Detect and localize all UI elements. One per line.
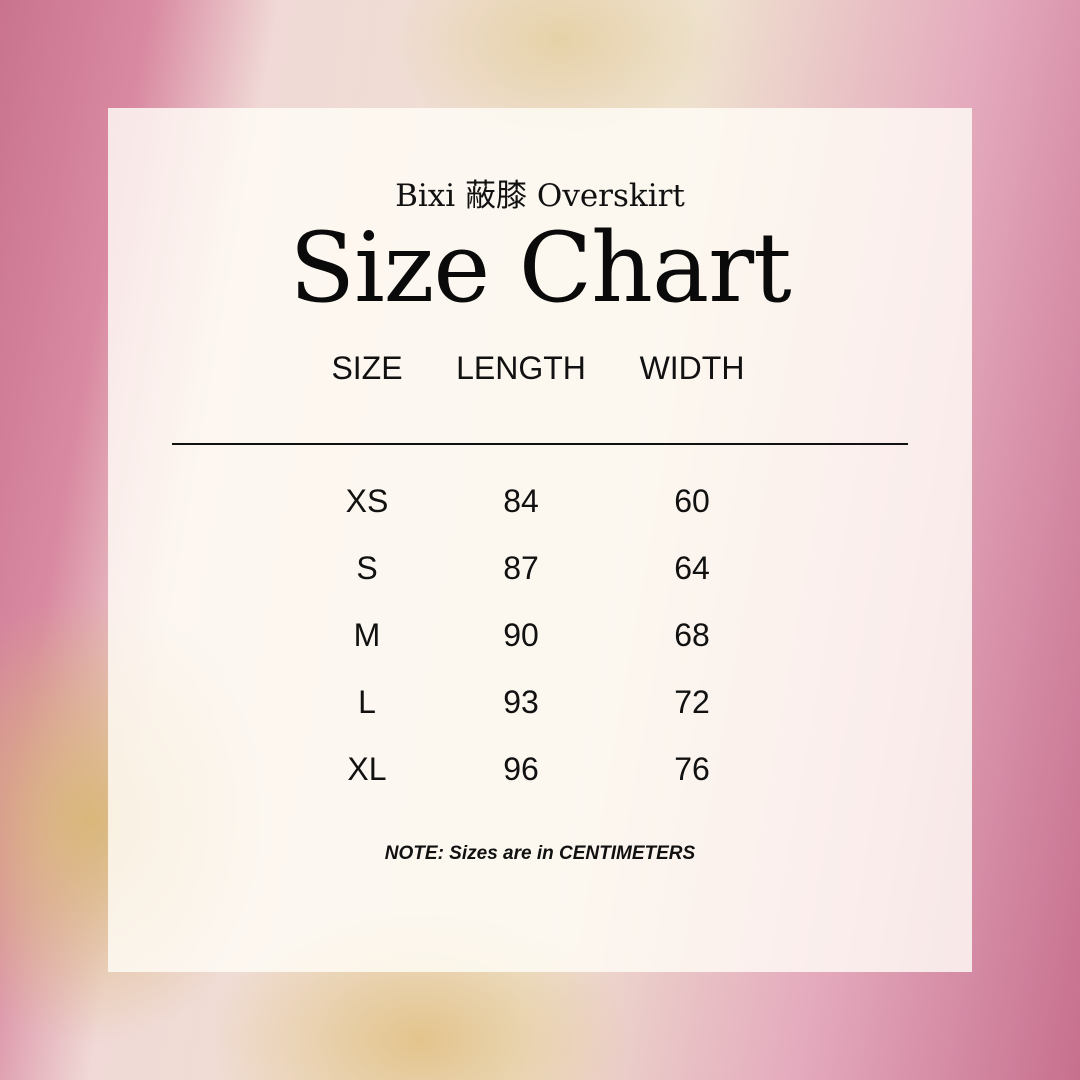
units-note: NOTE: Sizes are in CENTIMETERS (384, 843, 696, 864)
cell-width: 64 (674, 550, 710, 586)
cell-width: 76 (674, 751, 710, 787)
column-header-length: LENGTH (456, 350, 586, 386)
cell-length: 90 (503, 617, 539, 653)
size-chart-panel (108, 108, 972, 972)
cell-size: M (353, 617, 381, 653)
cell-length: 93 (503, 684, 539, 720)
cell-length: 96 (503, 751, 539, 787)
cell-width: 68 (674, 617, 710, 653)
product-subtitle: Bixi 蔽膝 Overskirt (395, 178, 685, 214)
page-title: Size Chart (289, 212, 791, 324)
cell-size: L (358, 684, 376, 720)
cell-width: 60 (674, 483, 710, 519)
column-header-size: SIZE (331, 350, 403, 386)
cell-length: 87 (503, 550, 539, 586)
column-header-width: WIDTH (639, 350, 745, 386)
cell-size: XS (345, 483, 389, 519)
cell-size: S (356, 550, 378, 586)
cell-width: 72 (674, 684, 710, 720)
cell-length: 84 (503, 483, 539, 519)
header-divider (172, 443, 908, 445)
cell-size: XL (347, 751, 387, 787)
